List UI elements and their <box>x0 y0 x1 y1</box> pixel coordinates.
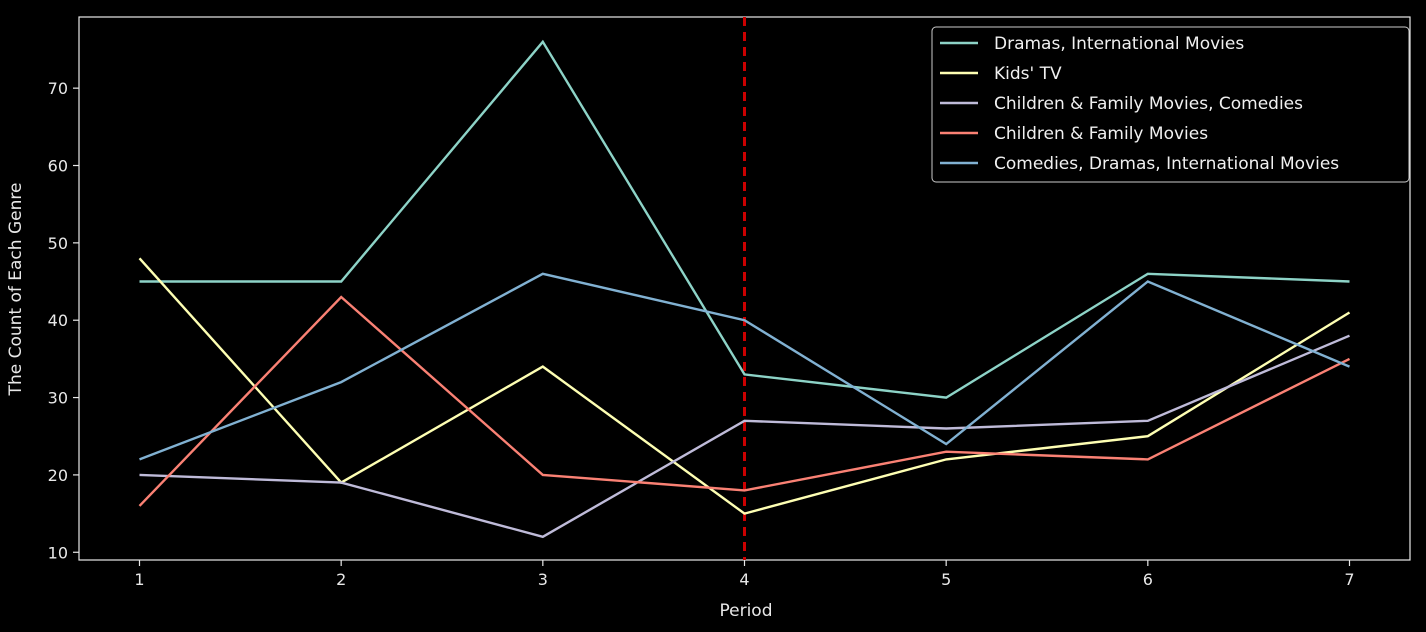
y-tick-label: 40 <box>48 311 68 330</box>
y-tick-label: 70 <box>48 79 68 98</box>
y-tick-label: 50 <box>48 234 68 253</box>
x-tick-label: 6 <box>1143 570 1153 589</box>
y-tick-label: 30 <box>48 389 68 408</box>
legend-label-1: Dramas, International Movies <box>994 34 1244 54</box>
x-tick-label: 2 <box>336 570 346 589</box>
series-line-1 <box>139 39 1350 399</box>
series-line-4 <box>138 295 1351 507</box>
y-axis-label: The Count of Each Genre <box>6 183 26 397</box>
legend-label-3: Children & Family Movies, Comedies <box>994 94 1303 114</box>
x-tick-label: 1 <box>134 570 144 589</box>
legend-label-4: Children & Family Movies <box>994 124 1208 144</box>
series-line-3 <box>139 334 1350 539</box>
x-tick-label: 4 <box>739 570 749 589</box>
legend-label-5: Comedies, Dramas, International Movies <box>994 154 1339 174</box>
x-axis-label: Period <box>719 601 772 621</box>
legend: Dramas, International Movies Kids' TV Chil… <box>931 26 1410 183</box>
x-tick-label: 5 <box>941 570 951 589</box>
legend-label-2: Kids' TV <box>994 64 1062 84</box>
y-tick-label: 20 <box>48 466 68 485</box>
x-tick-label: 3 <box>538 570 548 589</box>
y-tick-label: 60 <box>48 157 68 176</box>
y-tick-label: 10 <box>48 543 68 562</box>
x-tick-label: 7 <box>1344 570 1354 589</box>
series-line-5 <box>139 272 1350 461</box>
